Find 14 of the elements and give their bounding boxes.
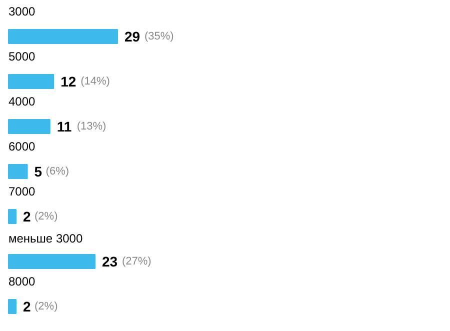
y-tick-label: меньше 3000 [8, 232, 83, 246]
data-label: 5 (6%) [34, 164, 70, 180]
y-tick-label: 6000 [8, 140, 36, 154]
data-label: 29 (35%) [124, 28, 174, 44]
data-label: 2 (2%) [23, 298, 58, 314]
y-tick-label: 8000 [8, 274, 36, 288]
data-label: 11 (13%) [56, 118, 106, 134]
y-tick-label: 3000 [8, 4, 36, 18]
data-label: 23 (27%) [102, 254, 152, 270]
data-label: 12 (14%) [60, 74, 110, 90]
y-tick-label: 5000 [8, 50, 36, 64]
y-tick-label: 4000 [8, 94, 36, 108]
data-label: 2 (2%) [23, 208, 58, 224]
y-tick-label: 7000 [8, 184, 36, 198]
